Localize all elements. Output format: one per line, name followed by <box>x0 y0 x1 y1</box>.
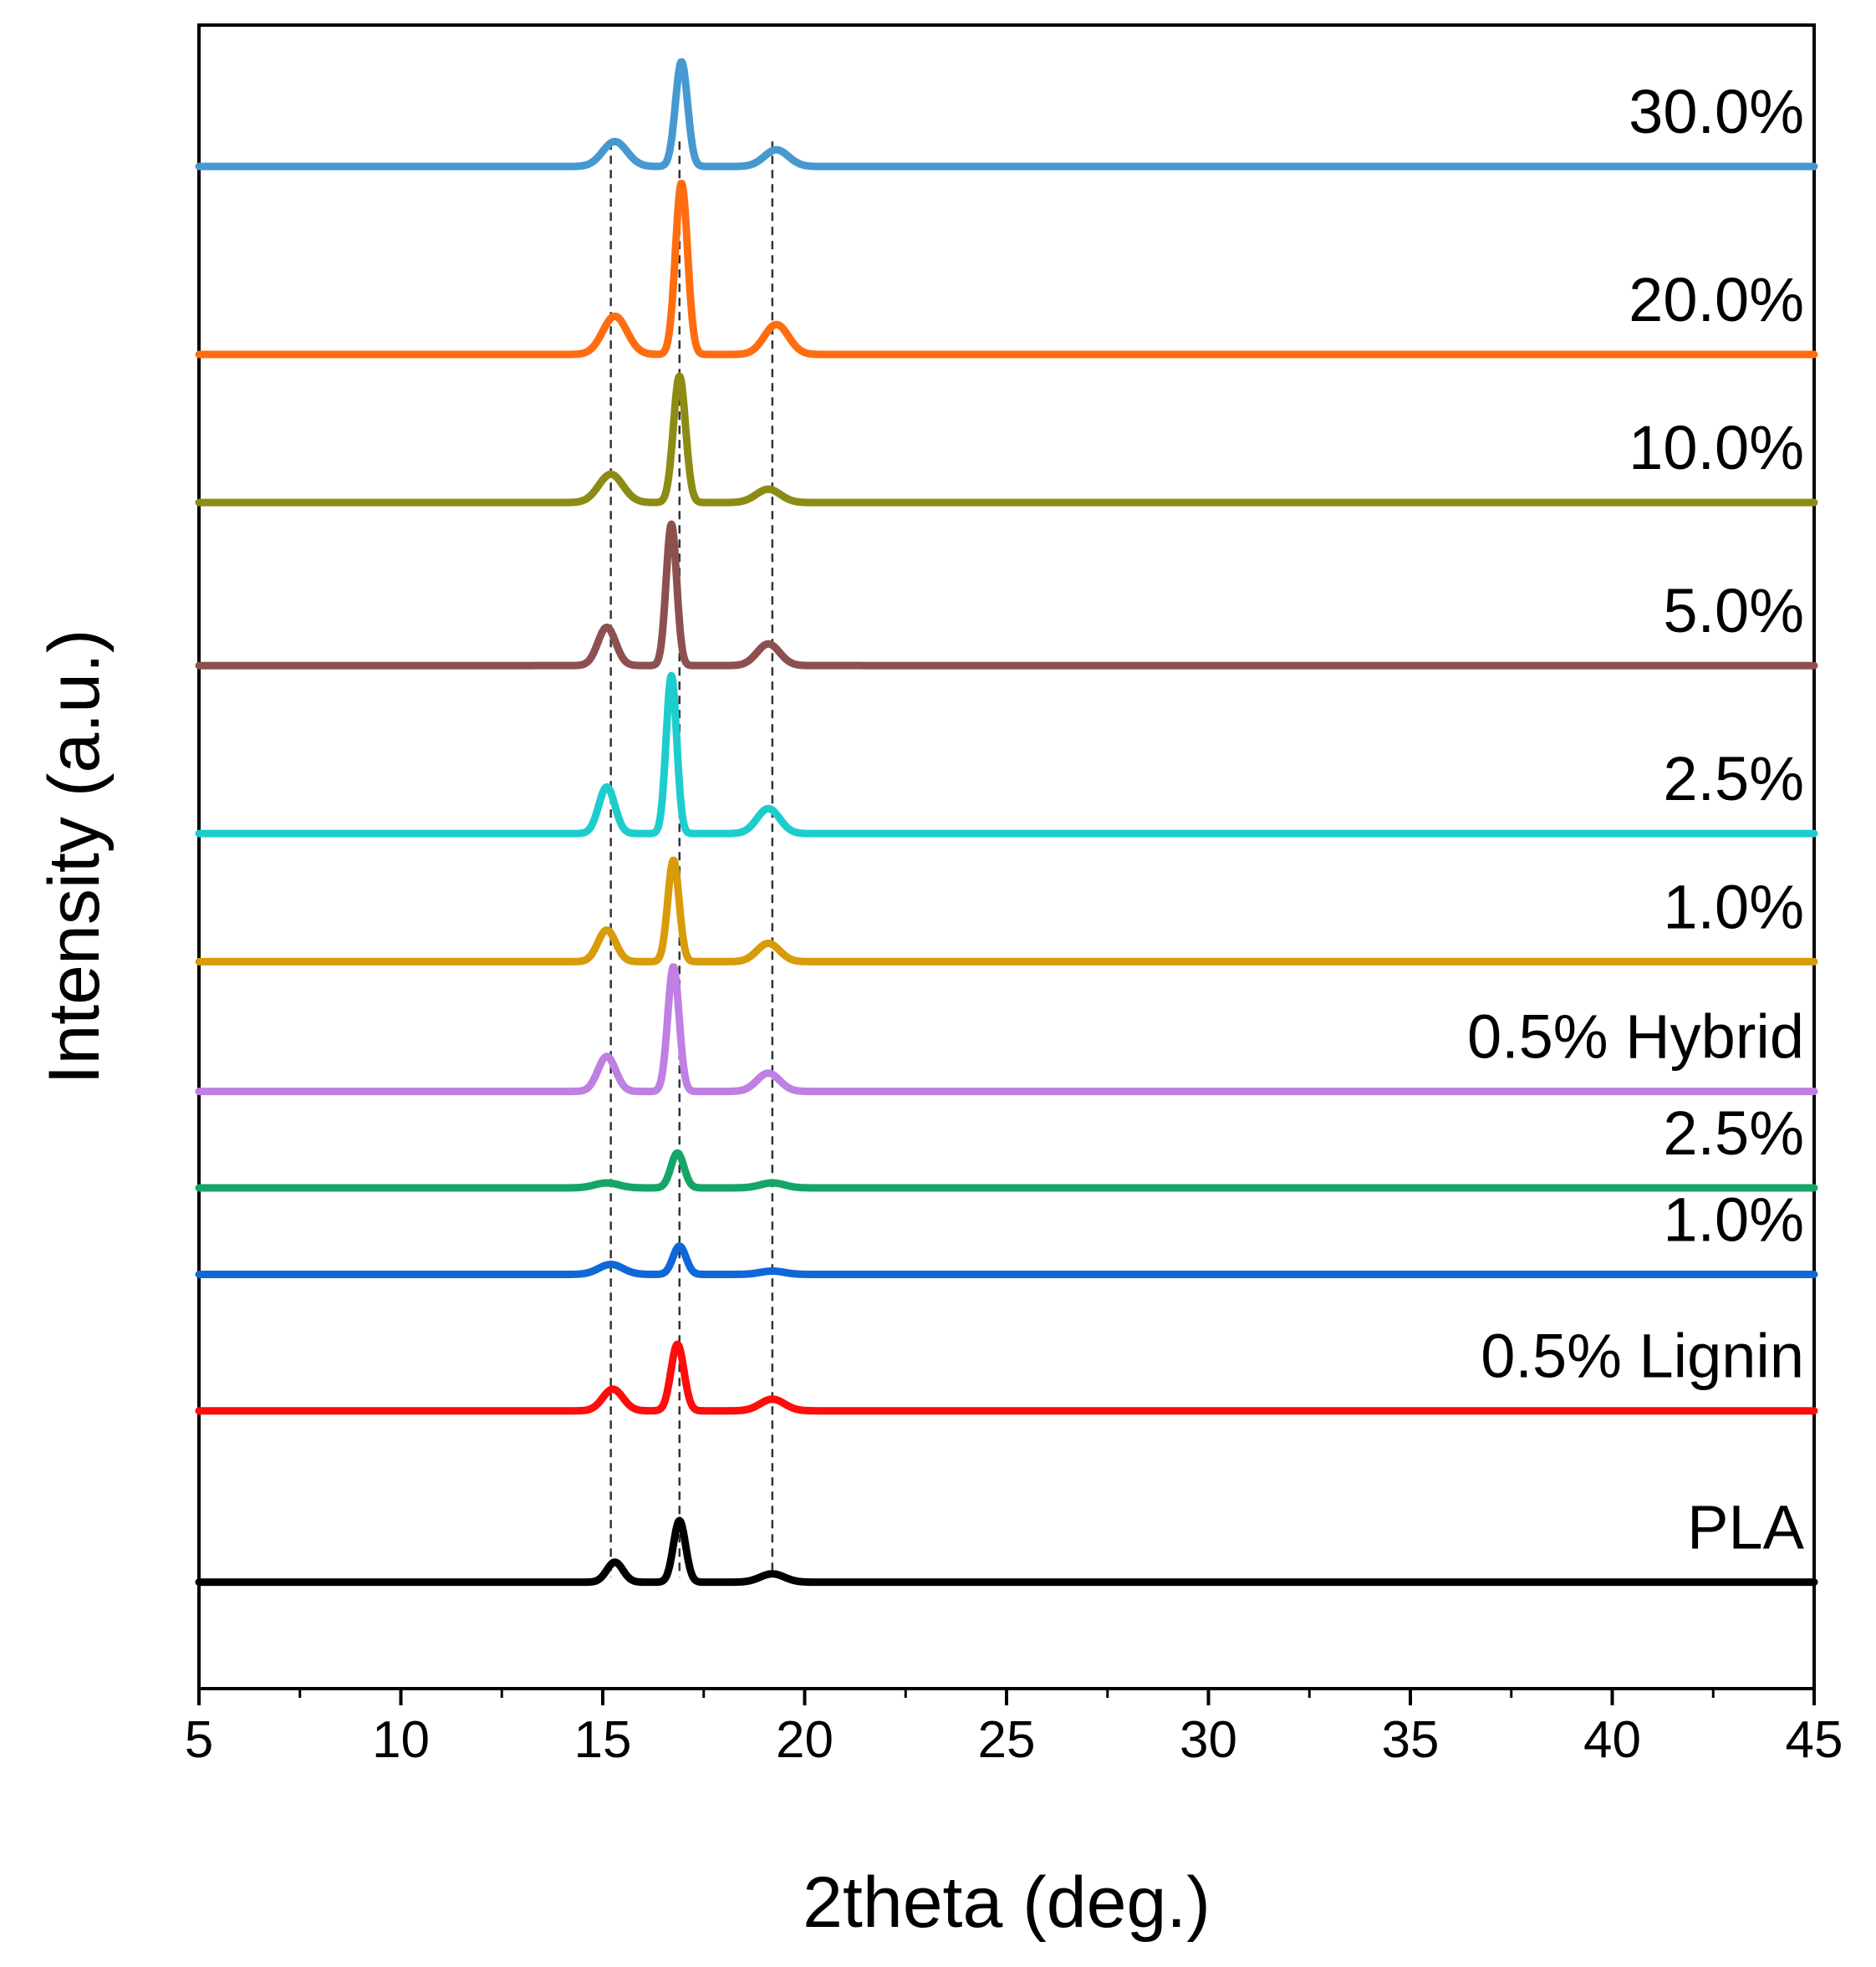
series-label: 0.5% Lignin <box>1481 1322 1804 1391</box>
series-line <box>195 1149 1818 1192</box>
series-line <box>195 963 1818 1096</box>
x-axis-title: 2theta (deg.) <box>803 1863 1211 1943</box>
series-labels: 30.0% 20.0% 10.0% 5.0% 2.5% 1.0% 0.5% Hybrid 2.… <box>1467 77 1805 1562</box>
series-group <box>195 58 1818 1587</box>
series-label: 2.5% <box>1663 744 1804 813</box>
series-line <box>195 372 1818 507</box>
series-line <box>195 180 1818 359</box>
series-line <box>195 1242 1818 1278</box>
series-label: 2.5% <box>1663 1098 1804 1168</box>
series-label: 10.0% <box>1629 413 1804 482</box>
series-label: 5.0% <box>1663 576 1804 645</box>
x-tick-label: 15 <box>574 1711 632 1769</box>
series-line <box>195 856 1818 966</box>
series-label: 1.0% <box>1663 1185 1804 1254</box>
x-axis-ticks: 5 10 15 20 25 30 35 40 45 <box>185 1689 1843 1769</box>
y-axis-title: Intensity (a.u.) <box>34 629 115 1085</box>
series-line <box>195 58 1818 171</box>
x-tick-label: 5 <box>185 1711 213 1769</box>
x-tick-label: 45 <box>1786 1711 1843 1769</box>
reference-guides <box>609 141 774 1577</box>
x-tick-label: 30 <box>1180 1711 1237 1769</box>
series-label: 20.0% <box>1629 265 1804 334</box>
x-tick-label: 35 <box>1382 1711 1440 1769</box>
plot-frame <box>197 23 1816 1690</box>
series-line <box>195 1340 1818 1415</box>
x-tick-label: 10 <box>372 1711 430 1769</box>
x-tick-label: 40 <box>1583 1711 1641 1769</box>
x-tick-label: 20 <box>776 1711 833 1769</box>
series-label: 30.0% <box>1629 77 1804 146</box>
x-tick-label: 25 <box>978 1711 1036 1769</box>
series-line <box>195 1516 1818 1587</box>
series-label: 1.0% <box>1663 872 1804 941</box>
series-line <box>195 520 1818 670</box>
series-label: PLA <box>1687 1493 1805 1562</box>
series-line <box>195 671 1818 838</box>
series-label: 0.5% Hybrid <box>1467 1002 1804 1072</box>
